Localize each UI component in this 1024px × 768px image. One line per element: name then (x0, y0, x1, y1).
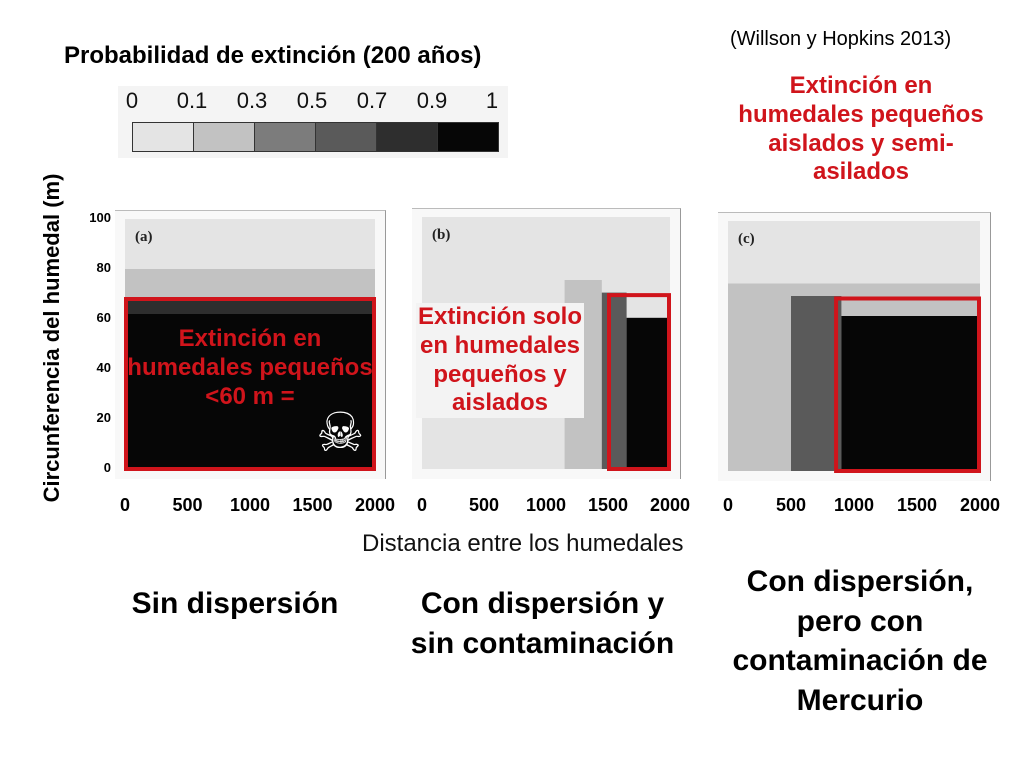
x-tick-label: 1500 (587, 495, 629, 515)
y-tick-label: 20 (96, 410, 111, 425)
x-tick-label: 2000 (649, 495, 691, 515)
legend-tick-label: 0.3 (236, 88, 268, 113)
legend-tick-label: 0.1 (176, 88, 208, 113)
heatmap-region (125, 219, 375, 269)
legend-swatch (316, 123, 377, 151)
condition-label-b: Con dispersión y sin contaminación (410, 587, 675, 660)
heatmap-region (841, 316, 980, 471)
x-tick-label: 1500 (896, 495, 938, 515)
heatmap-region (791, 296, 842, 471)
x-tick-label: 1000 (525, 495, 567, 515)
citation: (Willson y Hopkins 2013) (730, 28, 952, 50)
highlight-box (124, 297, 376, 471)
x-tick-label: 500 (775, 495, 807, 515)
x-tick-label: 0 (119, 495, 131, 515)
condition-label-c: Con dispersión, pero con contaminación d… (732, 565, 988, 717)
legend-swatch (255, 123, 316, 151)
heatmap-region (125, 314, 375, 469)
legend-tick-label: 0.9 (416, 88, 448, 113)
legend-tick-label: 0.7 (356, 88, 388, 113)
skull-crossbones-icon: ☠ (316, 403, 365, 463)
x-tick-label: 2000 (354, 495, 396, 515)
panel-label: (a) (135, 229, 153, 245)
heatmap-region (601, 292, 627, 469)
x-tick-label: 1000 (229, 495, 271, 515)
heatmap-region (125, 269, 375, 299)
y-tick-label: 0 (103, 460, 111, 475)
legend-title: Probabilidad de extinción (200 años) (64, 42, 482, 69)
heatmap-region (626, 317, 670, 469)
heatmap-panel-a: (a) (115, 210, 386, 479)
x-tick-label: 1500 (292, 495, 333, 515)
legend-swatches (132, 122, 499, 152)
y-tick-label: 80 (96, 260, 111, 275)
legend-tick-label: 0.5 (296, 88, 328, 113)
annotation-a: Extinción en humedales pequeños <60 m = (127, 325, 373, 410)
y-tick-label: 40 (96, 360, 111, 375)
legend-colorbar: 0 0.1 0.3 0.5 0.7 0.9 1 (118, 86, 508, 158)
legend-tick-label: 0 (125, 88, 139, 113)
heatmap-region (125, 299, 375, 314)
x-tick-label: 1000 (833, 495, 875, 515)
legend-swatch (438, 123, 498, 151)
highlight-box (607, 293, 671, 472)
annotation-b: Extinción solo en humedales pequeños y a… (416, 303, 584, 419)
x-axis-label: Distancia entre los humedales (362, 530, 684, 557)
legend-swatch (194, 123, 255, 151)
heatmap-svg: (a) (124, 219, 376, 471)
x-tick-label: 500 (468, 495, 500, 515)
legend-swatch (377, 123, 438, 151)
annotation-c: Extinción en humedales pequeños aislados… (738, 72, 984, 186)
heatmap-svg: (c) (728, 221, 981, 473)
x-tick-label: 0 (722, 495, 734, 515)
x-tick-label: 2000 (959, 495, 1001, 515)
x-tick-label: 0 (416, 495, 428, 515)
y-axis-label: Circunferencia del humedal (m) (39, 173, 64, 503)
y-tick-label: 100 (89, 210, 111, 225)
y-tick-label: 60 (96, 310, 111, 325)
heatmap-panel-c: (c) (718, 212, 991, 481)
x-tick-label: 500 (172, 495, 203, 515)
highlight-box (834, 296, 981, 473)
legend-tick-label: 1 (485, 88, 499, 113)
legend-swatch (133, 123, 194, 151)
panel-label: (b) (432, 227, 450, 243)
panel-label: (c) (738, 231, 755, 247)
condition-label-a: Sin dispersión (131, 587, 339, 620)
